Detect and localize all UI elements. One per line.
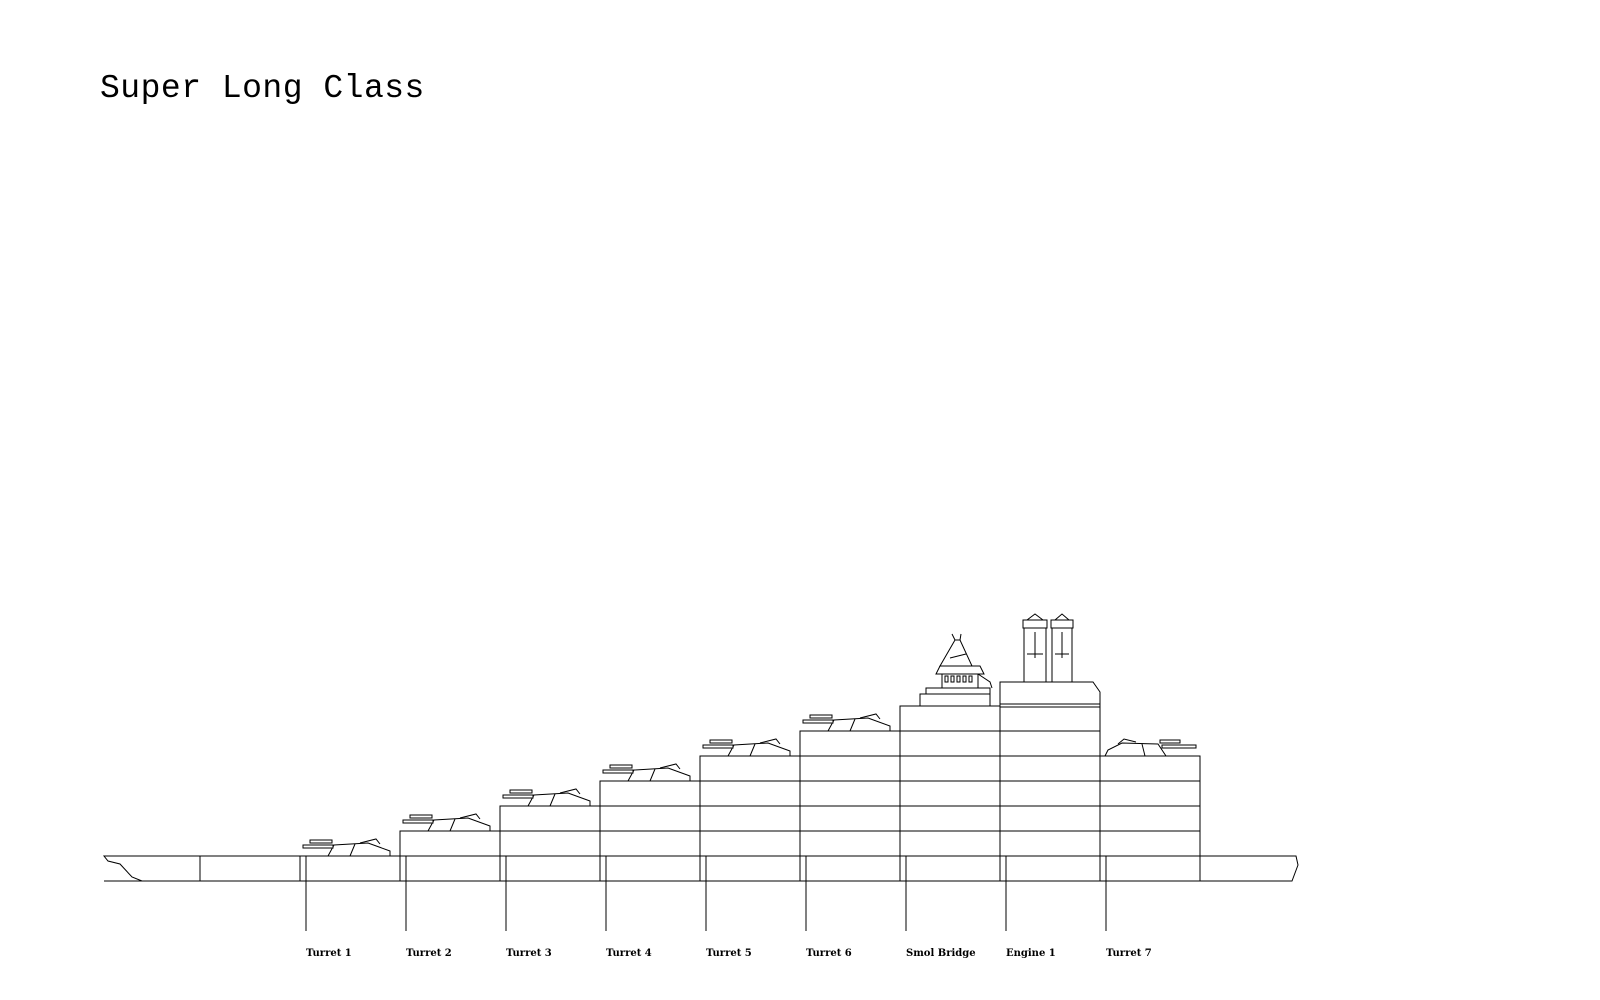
- section-label: Turret 4: [606, 948, 652, 959]
- turret-housing: [1104, 742, 1167, 757]
- hull-section: [299, 855, 401, 882]
- turret-9-icon: [1104, 738, 1197, 757]
- turret-4-icon: [602, 763, 691, 782]
- turret-2-icon: [402, 813, 491, 832]
- turret-housing: [527, 792, 591, 807]
- turret-detail: [849, 718, 856, 732]
- hull-section: [1099, 755, 1201, 882]
- turret-sight: [759, 738, 781, 745]
- turret-detail: [549, 793, 556, 807]
- gun-barrel: [709, 739, 733, 744]
- bridge-window: [962, 675, 967, 683]
- section-7: Smol Bridge: [899, 705, 1001, 959]
- gun-barrel: [1159, 739, 1181, 744]
- gun-barrel: [602, 769, 634, 774]
- section-3: Turret 3: [499, 805, 601, 959]
- bridge-mast: [949, 633, 967, 659]
- gun-barrel: [409, 814, 433, 819]
- gun-barrel: [502, 794, 534, 799]
- forward-hull-segment: [199, 855, 301, 882]
- section-label: Smol Bridge: [906, 948, 976, 959]
- bridge-window: [956, 675, 961, 683]
- gun-barrel: [1161, 744, 1197, 749]
- bridge-window: [944, 675, 949, 683]
- funnel-top: [1026, 613, 1044, 621]
- section-label: Turret 7: [1106, 948, 1152, 959]
- turret-1-icon: [302, 838, 391, 857]
- hull-sections: Turret 1 Turret 2 Turret 3 Turret 4 Turret 5…: [299, 613, 1201, 959]
- turret-6-icon: [802, 713, 891, 732]
- bridge-window: [950, 675, 955, 683]
- bridge-deck: [925, 687, 991, 695]
- funnel-detail: [1027, 632, 1043, 658]
- bridge-tower: [939, 639, 973, 667]
- section-label: Turret 1: [306, 948, 352, 959]
- stern-hull: [1199, 855, 1299, 882]
- hull-section: [899, 705, 1001, 882]
- section-5: Turret 5: [699, 755, 801, 959]
- section-label: Turret 3: [506, 948, 552, 959]
- turret-3-icon: [502, 788, 591, 807]
- turret-detail: [349, 843, 356, 857]
- turret-sight: [1117, 738, 1137, 745]
- diagram-title: Super Long Class: [100, 70, 425, 107]
- turret-sight: [359, 838, 381, 845]
- turret-sight: [659, 763, 681, 770]
- gun-barrel: [809, 714, 833, 719]
- gun-barrel: [702, 744, 734, 749]
- turret-sight: [559, 788, 581, 795]
- bridge-strut: [977, 673, 993, 689]
- section-1: Turret 1: [299, 855, 401, 959]
- section-4: Turret 4: [599, 780, 701, 959]
- turret-housing: [727, 742, 791, 757]
- section-8: Engine 1: [999, 705, 1101, 959]
- section-label: Turret 5: [706, 948, 752, 959]
- turret-housing: [427, 817, 491, 832]
- bridge-superstructure-icon: [919, 633, 993, 707]
- funnel-cap: [1050, 619, 1074, 629]
- funnel-top: [1054, 613, 1070, 621]
- gun-barrel: [302, 844, 334, 849]
- turret-detail: [749, 743, 756, 757]
- bridge-roof: [935, 665, 985, 675]
- hull-section: [699, 755, 801, 882]
- funnel-cap: [1022, 619, 1048, 629]
- turret-detail: [449, 818, 456, 832]
- gun-barrel: [309, 839, 333, 844]
- engine-casing: [999, 681, 1101, 708]
- bridge-base: [919, 693, 991, 707]
- engine-funnels-icon: [999, 613, 1101, 708]
- turret-housing: [327, 842, 391, 857]
- gun-barrel: [509, 789, 533, 794]
- section-9: Turret 7: [1099, 755, 1201, 959]
- turret-sight: [459, 813, 481, 820]
- funnel-detail: [1055, 632, 1069, 658]
- turret-housing: [627, 767, 691, 782]
- section-label: Turret 2: [406, 948, 452, 959]
- section-6: Turret 6: [799, 730, 901, 959]
- gun-barrel: [609, 764, 633, 769]
- gun-barrel: [402, 819, 434, 824]
- hull-section: [999, 705, 1101, 882]
- turret-sight: [859, 713, 881, 720]
- turret-detail: [649, 768, 656, 782]
- bridge-window: [968, 675, 973, 683]
- turret-5-icon: [702, 738, 791, 757]
- gun-barrel: [802, 719, 834, 724]
- section-2: Turret 2: [399, 830, 501, 959]
- section-label: Turret 6: [806, 948, 852, 959]
- bow-hull: [102, 855, 201, 882]
- turret-detail: [1141, 743, 1146, 757]
- section-label: Engine 1: [1006, 948, 1056, 959]
- hull-section: [499, 805, 601, 882]
- turret-housing: [827, 717, 891, 732]
